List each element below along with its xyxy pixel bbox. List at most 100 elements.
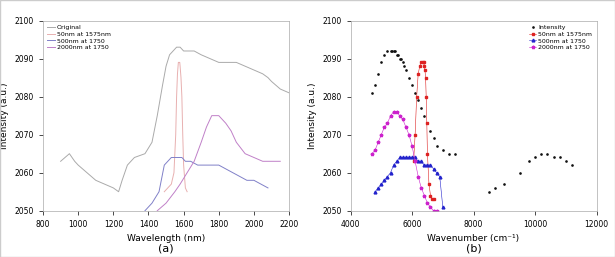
50nm at 1575nm: [420, 61, 427, 64]
50nm at 1575nm: [430, 198, 437, 201]
500nm at 1750: [215, 163, 223, 167]
2000nm at 1750: [424, 201, 431, 205]
2000nm at 1750: [268, 160, 275, 163]
Original: [148, 141, 156, 144]
Original: [268, 80, 275, 83]
500nm at 1750: [421, 163, 428, 167]
Line: 50nm at 1575nm: 50nm at 1575nm: [164, 62, 187, 192]
2000nm at 1750: [390, 110, 397, 113]
2000nm at 1750: [393, 110, 400, 113]
500nm at 1750: [396, 156, 403, 159]
50nm at 1575nm: [421, 68, 429, 71]
Intensity: [390, 49, 397, 52]
500nm at 1750: [378, 182, 385, 186]
50nm at 1575nm: [175, 61, 182, 64]
Line: 50nm at 1575nm: 50nm at 1575nm: [412, 61, 435, 201]
500nm at 1750: [229, 171, 237, 174]
Intensity: [491, 186, 499, 189]
2000nm at 1750: [375, 141, 382, 144]
500nm at 1750: [433, 171, 440, 174]
2000nm at 1750: [232, 141, 240, 144]
Original: [224, 61, 231, 64]
Intensity: [371, 84, 379, 87]
Intensity: [368, 91, 376, 94]
500nm at 1750: [187, 160, 194, 163]
Intensity: [430, 137, 437, 140]
50nm at 1575nm: [426, 182, 433, 186]
Line: 500nm at 1750: 500nm at 1750: [145, 158, 268, 211]
Line: Original: Original: [61, 47, 289, 192]
500nm at 1750: [250, 179, 258, 182]
Intensity: [399, 61, 407, 64]
Original: [131, 156, 138, 159]
Intensity: [381, 53, 388, 56]
50nm at 1575nm: [422, 76, 429, 79]
Intensity: [396, 57, 403, 60]
Intensity: [433, 144, 440, 148]
Original: [250, 68, 258, 71]
50nm at 1575nm: [181, 186, 189, 189]
Original: [187, 49, 194, 52]
Original: [169, 49, 177, 52]
Intensity: [516, 171, 523, 174]
50nm at 1575nm: [174, 72, 181, 75]
500nm at 1750: [164, 160, 172, 163]
Legend: Original, 50nm at 1575nm, 500nm at 1750, 2000nm at 1750: Original, 50nm at 1575nm, 500nm at 1750,…: [46, 24, 112, 51]
Original: [215, 61, 223, 64]
Intensity: [424, 122, 431, 125]
2000nm at 1750: [405, 133, 413, 136]
50nm at 1575nm: [172, 133, 180, 136]
Intensity: [408, 84, 416, 87]
2000nm at 1750: [411, 160, 419, 163]
500nm at 1750: [405, 156, 413, 159]
Intensity: [401, 65, 408, 68]
500nm at 1750: [411, 156, 419, 159]
500nm at 1750: [439, 205, 446, 208]
2000nm at 1750: [381, 125, 388, 128]
2000nm at 1750: [396, 114, 403, 117]
500nm at 1750: [201, 163, 208, 167]
Intensity: [445, 152, 453, 155]
Line: Intensity: Intensity: [371, 50, 573, 193]
2000nm at 1750: [215, 114, 223, 117]
50nm at 1575nm: [168, 182, 175, 186]
50nm at 1575nm: [183, 190, 191, 193]
500nm at 1750: [387, 171, 394, 174]
50nm at 1575nm: [164, 186, 172, 189]
500nm at 1750: [436, 175, 443, 178]
Line: 2000nm at 1750: 2000nm at 1750: [370, 110, 438, 213]
Intensity: [501, 182, 508, 186]
Intensity: [439, 148, 446, 151]
Line: 2000nm at 1750: 2000nm at 1750: [157, 116, 280, 211]
50nm at 1575nm: [418, 61, 425, 64]
Original: [92, 179, 100, 182]
2000nm at 1750: [171, 190, 178, 193]
50nm at 1575nm: [419, 61, 426, 64]
Original: [124, 163, 131, 167]
Original: [232, 61, 240, 64]
500nm at 1750: [264, 186, 272, 189]
2000nm at 1750: [402, 125, 410, 128]
50nm at 1575nm: [180, 163, 188, 167]
Original: [162, 65, 170, 68]
50nm at 1575nm: [178, 95, 186, 98]
Intensity: [389, 49, 396, 52]
Original: [101, 182, 108, 186]
50nm at 1575nm: [175, 61, 183, 64]
Original: [166, 53, 173, 56]
2000nm at 1750: [222, 122, 229, 125]
500nm at 1750: [430, 167, 437, 170]
Original: [259, 72, 266, 75]
Intensity: [568, 163, 576, 167]
2000nm at 1750: [387, 114, 394, 117]
2000nm at 1750: [191, 160, 198, 163]
2000nm at 1750: [197, 141, 205, 144]
Y-axis label: Intensity (a.u.): Intensity (a.u.): [308, 82, 317, 149]
Original: [285, 91, 293, 94]
2000nm at 1750: [162, 201, 170, 205]
Intensity: [378, 61, 385, 64]
Text: (a): (a): [158, 244, 174, 254]
Intensity: [415, 99, 422, 102]
Intensity: [544, 152, 551, 155]
2000nm at 1750: [430, 209, 437, 212]
